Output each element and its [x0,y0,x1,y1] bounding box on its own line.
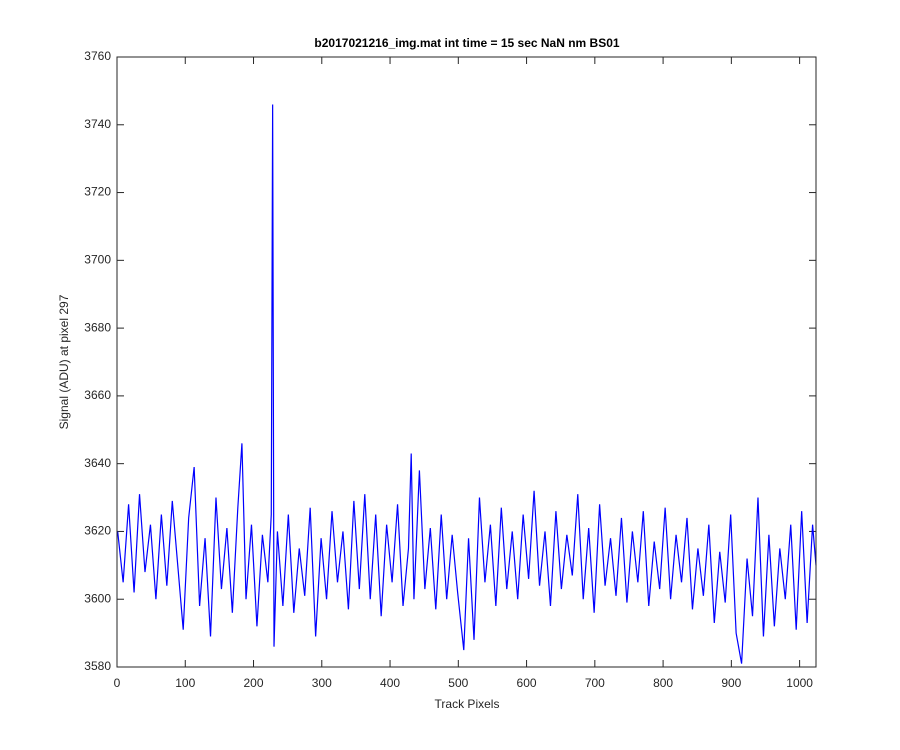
x-tick-label: 300 [312,676,332,690]
chart-title: b2017021216_img.mat int time = 15 sec Na… [314,36,619,50]
x-tick-label: 600 [517,676,537,690]
x-tick-label: 900 [721,676,741,690]
x-axis-label: Track Pixels [435,697,500,711]
x-tick-label: 700 [585,676,605,690]
line-series [117,104,817,664]
y-tick-label: 3700 [84,253,111,267]
x-tick-label: 800 [653,676,673,690]
y-tick-label: 3600 [84,591,111,605]
x-tick-label: 500 [448,676,468,690]
y-tick-label: 3740 [84,117,111,131]
plot-frame [116,56,817,668]
y-tick-label: 3580 [84,659,111,673]
y-tick-label: 3680 [84,320,111,334]
y-tick-label: 3640 [84,456,111,470]
y-tick-label: 3660 [84,388,111,402]
x-tick-label: 400 [380,676,400,690]
y-tick-label: 3620 [84,524,111,538]
y-tick-label: 3760 [84,49,111,63]
x-tick-label: 100 [175,676,195,690]
x-tick-label: 0 [114,676,121,690]
x-tick-label: 1000 [786,676,813,690]
x-tick-label: 200 [244,676,264,690]
y-axis-label: Signal (ADU) at pixel 297 [57,294,71,429]
y-tick-label: 3720 [84,185,111,199]
